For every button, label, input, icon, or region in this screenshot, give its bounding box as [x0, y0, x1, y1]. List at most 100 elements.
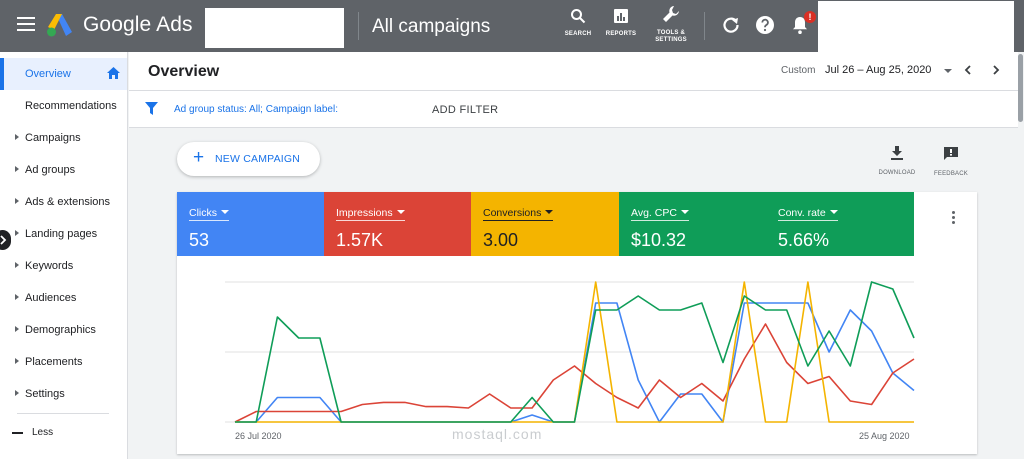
sidebar-item-placements[interactable]: Placements: [0, 346, 127, 378]
chevron-right-icon[interactable]: [989, 63, 1003, 77]
new-campaign-button[interactable]: + NEW CAMPAIGN: [177, 142, 320, 176]
feedback-button[interactable]: FEEDBACK: [931, 146, 971, 177]
metric-value: 3.00: [483, 230, 519, 250]
tools-settings[interactable]: TOOLS & SETTINGS: [652, 5, 690, 44]
expand-caret-icon: [15, 326, 19, 332]
search-icon: [571, 9, 586, 24]
filter-icon[interactable]: [145, 102, 158, 115]
account-selector[interactable]: [205, 8, 344, 48]
date-range-picker[interactable]: Jul 26 – Aug 25, 2020: [825, 64, 932, 76]
metric-name: Impressions: [336, 207, 405, 221]
dropdown-caret-icon: [221, 210, 229, 214]
sidebar-item-label: Keywords: [25, 260, 74, 272]
metric-value: 5.66%: [778, 230, 830, 250]
dropdown-caret-icon: [829, 210, 838, 214]
help-icon[interactable]: [755, 15, 775, 35]
metric-name-text: Clicks: [189, 207, 217, 219]
sidebar-item-label: Demographics: [25, 324, 96, 336]
chevron-right-icon: [0, 235, 7, 245]
sidebar-item-ad-groups[interactable]: Ad groups: [0, 154, 127, 186]
series-line-3: [235, 281, 915, 423]
sidebar-item-label: Overview: [25, 68, 71, 80]
sidebar-item-label: Settings: [25, 388, 65, 400]
sidebar-item-label: Ads & extensions: [25, 196, 110, 208]
dropdown-caret-icon: [545, 210, 554, 214]
hamburger-menu-icon[interactable]: [17, 17, 35, 33]
metric-name-text: Conv. rate: [778, 207, 826, 219]
wrench-icon: [663, 6, 679, 22]
plus-icon: +: [193, 147, 205, 168]
metric-conversions[interactable]: Conversions 3.00: [471, 192, 619, 256]
reports-label: REPORTS: [605, 31, 637, 37]
collapse-dash-icon: [12, 432, 23, 434]
sidebar-item-settings[interactable]: Settings: [0, 378, 127, 410]
x-axis-start-label: 26 Jul 2020: [235, 431, 282, 441]
sidebar-item-label: Placements: [25, 356, 83, 368]
chevron-left-icon[interactable]: [961, 63, 975, 77]
expand-caret-icon: [15, 390, 19, 396]
less-toggle[interactable]: Less: [32, 427, 54, 438]
sidebar-item-landing-pages[interactable]: Landing pages: [0, 218, 127, 250]
search-tool[interactable]: SEARCH: [564, 8, 592, 38]
more-options-icon[interactable]: [952, 211, 956, 225]
metric-name: Conversions: [483, 207, 554, 221]
sidebar-item-ads-extensions[interactable]: Ads & extensions: [0, 186, 127, 218]
sidebar-item-keywords[interactable]: Keywords: [0, 250, 127, 282]
brand-name: Google Ads: [83, 13, 193, 36]
metric-conv-rate[interactable]: Conv. rate 5.66%: [766, 192, 914, 256]
overview-header: Overview Custom Jul 26 – Aug 25, 2020: [129, 52, 1018, 91]
metric-name-text: Conversions: [483, 207, 542, 219]
metric-avg-cpc[interactable]: Avg. CPC $10.32: [619, 192, 766, 256]
date-mode-label: Custom: [781, 65, 816, 76]
new-campaign-label: NEW CAMPAIGN: [215, 153, 301, 165]
dropdown-caret-icon: [396, 210, 405, 214]
metric-impressions[interactable]: Impressions 1.57K: [324, 192, 471, 256]
user-account-area[interactable]: [818, 1, 1014, 52]
bell-icon[interactable]: [790, 15, 810, 35]
expand-caret-icon: [15, 198, 19, 204]
divider: [704, 12, 705, 40]
filter-summary[interactable]: Ad group status: All; Campaign label:: [174, 104, 338, 115]
date-dropdown-icon[interactable]: [944, 69, 952, 73]
performance-chart-card: Clicks 53 Impressions 1.57K Conversions …: [177, 192, 977, 454]
sidebar-item-label: Landing pages: [25, 228, 98, 240]
refresh-icon[interactable]: [721, 15, 741, 35]
metric-name-text: Avg. CPC: [631, 207, 677, 219]
filter-bar: Ad group status: All; Campaign label: AD…: [129, 91, 1018, 128]
download-button[interactable]: DOWNLOAD: [877, 146, 917, 176]
add-filter-button[interactable]: ADD FILTER: [432, 104, 499, 116]
metric-value: 1.57K: [336, 230, 384, 250]
sidebar-item-recommendations[interactable]: Recommendations: [0, 90, 127, 122]
expand-caret-icon: [15, 230, 19, 236]
metric-value: 53: [189, 230, 210, 250]
tools-label: TOOLS &: [657, 30, 685, 36]
home-icon: [107, 67, 120, 79]
sidebar-collapse-button[interactable]: [0, 230, 11, 250]
settings-label: SETTINGS: [655, 37, 687, 43]
sidebar: Overview Recommendations Campaigns Ad gr…: [0, 52, 128, 459]
metric-clicks[interactable]: Clicks 53: [177, 192, 324, 256]
feedback-icon: [944, 147, 958, 160]
sidebar-item-label: Recommendations: [25, 100, 117, 112]
divider: [358, 12, 359, 40]
x-axis-end-label: 25 Aug 2020: [859, 431, 910, 441]
sidebar-item-campaigns[interactable]: Campaigns: [0, 122, 127, 154]
sidebar-item-overview[interactable]: Overview: [0, 58, 127, 90]
google-ads-logo: [47, 14, 72, 37]
download-label: DOWNLOAD: [878, 170, 916, 176]
search-label: SEARCH: [564, 31, 592, 37]
watermark: mostaql.com: [452, 426, 543, 442]
scrollbar-thumb[interactable]: [1018, 54, 1023, 122]
sidebar-item-label: Campaigns: [25, 132, 81, 144]
metric-name-text: Impressions: [336, 207, 393, 219]
reports-tool[interactable]: REPORTS: [604, 8, 638, 38]
expand-caret-icon: [15, 358, 19, 364]
sidebar-divider: [17, 413, 109, 414]
sidebar-item-audiences[interactable]: Audiences: [0, 282, 127, 314]
sidebar-item-demographics[interactable]: Demographics: [0, 314, 127, 346]
expand-caret-icon: [15, 134, 19, 140]
sidebar-item-label: Audiences: [25, 292, 77, 304]
scrollbar-track[interactable]: [1018, 52, 1024, 459]
dropdown-caret-icon: [680, 210, 689, 214]
line-chart: [225, 281, 915, 423]
